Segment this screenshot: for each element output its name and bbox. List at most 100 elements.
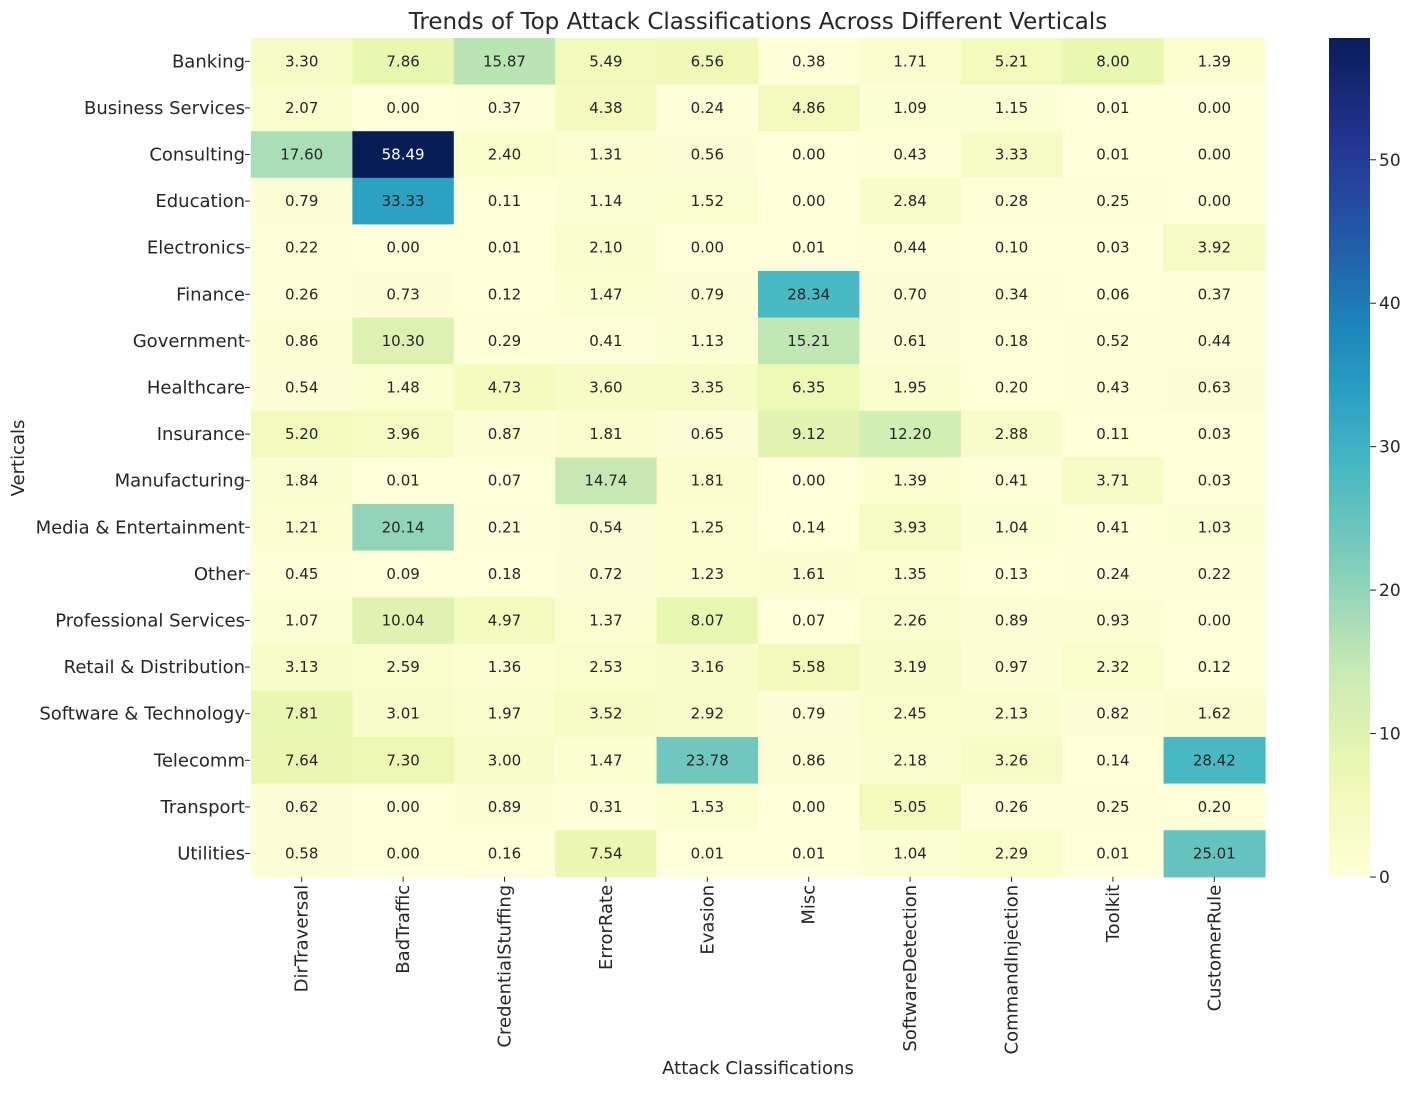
cell-education-customerrule [1163, 177, 1266, 225]
cell-value-label: 0.72 [589, 565, 622, 583]
cell-value-label: 0.73 [386, 285, 419, 303]
cell-value-label: 1.35 [893, 565, 926, 583]
cell-telecomm-commandinjection [960, 737, 1063, 785]
cell-insurance-errorrate [555, 410, 658, 458]
cell-value-label: 17.60 [280, 146, 323, 164]
cell-value-label: 1.37 [589, 612, 622, 630]
cell-value-label: 0.11 [1096, 425, 1129, 443]
cell-value-label: 0.79 [691, 285, 724, 303]
cell-value-label: 3.19 [893, 658, 926, 676]
cell-value-label: 0.10 [995, 239, 1028, 257]
cell-value-label: 7.86 [386, 52, 419, 70]
cell-value-label: 0.70 [893, 285, 926, 303]
cell-manufacturing-evasion [656, 457, 759, 505]
cell-transport-softwaredetection [859, 783, 962, 831]
cell-value-label: 8.07 [691, 612, 724, 630]
cell-manufacturing-dirtraversal [251, 457, 353, 505]
cell-value-label: 7.64 [285, 751, 318, 769]
cell-value-label: 0.18 [995, 332, 1028, 350]
row-label-telecomm: Telecomm [153, 750, 245, 771]
cell-value-label: 2.92 [691, 705, 724, 723]
cell-value-label: 0.62 [285, 798, 318, 816]
cell-healthcare-toolkit [1062, 364, 1165, 412]
cell-healthcare-commandinjection [960, 364, 1063, 412]
cell-professional-services-dirtraversal [251, 597, 353, 645]
cell-value-label: 58.49 [382, 146, 425, 164]
cell-finance-softwaredetection [859, 271, 962, 319]
cell-value-label: 3.13 [285, 658, 318, 676]
column-label-dirtraversal: DirTraversal [292, 885, 313, 993]
chart-title: Trends of Top Attack Classifications Acr… [408, 9, 1108, 35]
cell-value-label: 3.60 [589, 379, 622, 397]
row-label-professional-services: Professional Services [55, 611, 245, 632]
cell-consulting-errorrate [555, 131, 658, 179]
cell-retail-and-distribution-toolkit [1062, 643, 1165, 691]
cell-value-label: 5.58 [792, 658, 825, 676]
colorbar-tick-label: 0 [1379, 868, 1390, 888]
cell-value-label: 0.43 [1096, 379, 1129, 397]
cell-value-label: 1.23 [691, 565, 724, 583]
cell-media-and-entertainment-errorrate [555, 504, 658, 552]
cell-value-label: 1.13 [691, 332, 724, 350]
row-label-banking: Banking [172, 51, 245, 72]
cell-government-errorrate [555, 317, 658, 365]
cell-other-commandinjection [960, 550, 1063, 598]
cell-business-services-toolkit [1062, 84, 1165, 132]
cell-healthcare-credentialstuffing [453, 364, 556, 412]
heatmap-cells: 3.30 7.86 15.87 5.49 6.56 0.38 1.71 5.21 8.00 1.3… [251, 38, 1266, 878]
cell-business-services-badtraffic [352, 84, 455, 132]
cell-retail-and-distribution-commandinjection [960, 643, 1063, 691]
column-label-evasion: Evasion [697, 885, 718, 955]
cell-value-label: 2.32 [1096, 658, 1129, 676]
cell-value-label: 0.28 [995, 192, 1028, 210]
cell-value-label: 0.09 [386, 565, 419, 583]
cell-value-label: 0.24 [691, 99, 724, 117]
cell-value-label: 0.21 [488, 518, 521, 536]
cell-consulting-misc [758, 131, 860, 179]
cell-value-label: 1.09 [893, 99, 926, 117]
cell-value-label: 2.59 [386, 658, 419, 676]
cell-value-label: 1.15 [995, 99, 1028, 117]
cell-value-label: 1.61 [792, 565, 825, 583]
cell-media-and-entertainment-customerrule [1163, 504, 1266, 552]
cell-finance-misc [758, 271, 860, 319]
cell-consulting-dirtraversal [251, 131, 353, 179]
colorbar: 0 10 20 30 40 50 [1329, 38, 1401, 888]
cell-value-label: 4.73 [488, 379, 521, 397]
cell-value-label: 0.38 [792, 52, 825, 70]
cell-value-label: 0.25 [1096, 192, 1129, 210]
cell-insurance-dirtraversal [251, 410, 353, 458]
colorbar-tick-label: 40 [1379, 294, 1401, 314]
cell-value-label: 0.11 [488, 192, 521, 210]
cell-value-label: 1.04 [995, 518, 1028, 536]
cell-retail-and-distribution-badtraffic [352, 643, 455, 691]
cell-value-label: 5.49 [589, 52, 622, 70]
cell-finance-dirtraversal [251, 271, 353, 319]
row-labels: Banking Business Services Consulting Educat… [36, 51, 250, 865]
cell-banking-commandinjection [960, 38, 1063, 86]
cell-value-label: 33.33 [382, 192, 425, 210]
cell-finance-evasion [656, 271, 759, 319]
cell-electronics-toolkit [1062, 224, 1165, 272]
cell-value-label: 28.42 [1193, 751, 1236, 769]
cell-value-label: 0.41 [995, 472, 1028, 490]
cell-telecomm-customerrule [1163, 737, 1266, 785]
cell-value-label: 0.01 [691, 845, 724, 863]
column-label-misc: Misc [799, 885, 820, 925]
cell-media-and-entertainment-softwaredetection [859, 504, 962, 552]
x-axis-title: Attack Classifications [662, 1058, 854, 1079]
cell-consulting-commandinjection [960, 131, 1063, 179]
cell-consulting-toolkit [1062, 131, 1165, 179]
cell-value-label: 0.37 [1198, 285, 1231, 303]
cell-manufacturing-softwaredetection [859, 457, 962, 505]
cell-transport-commandinjection [960, 783, 1063, 831]
cell-other-errorrate [555, 550, 658, 598]
cell-education-misc [758, 177, 860, 225]
cell-value-label: 7.54 [589, 845, 622, 863]
cell-value-label: 1.97 [488, 705, 521, 723]
cell-value-label: 1.52 [691, 192, 724, 210]
cell-healthcare-errorrate [555, 364, 658, 412]
cell-value-label: 0.14 [792, 518, 825, 536]
cell-finance-errorrate [555, 271, 658, 319]
cell-media-and-entertainment-evasion [656, 504, 759, 552]
